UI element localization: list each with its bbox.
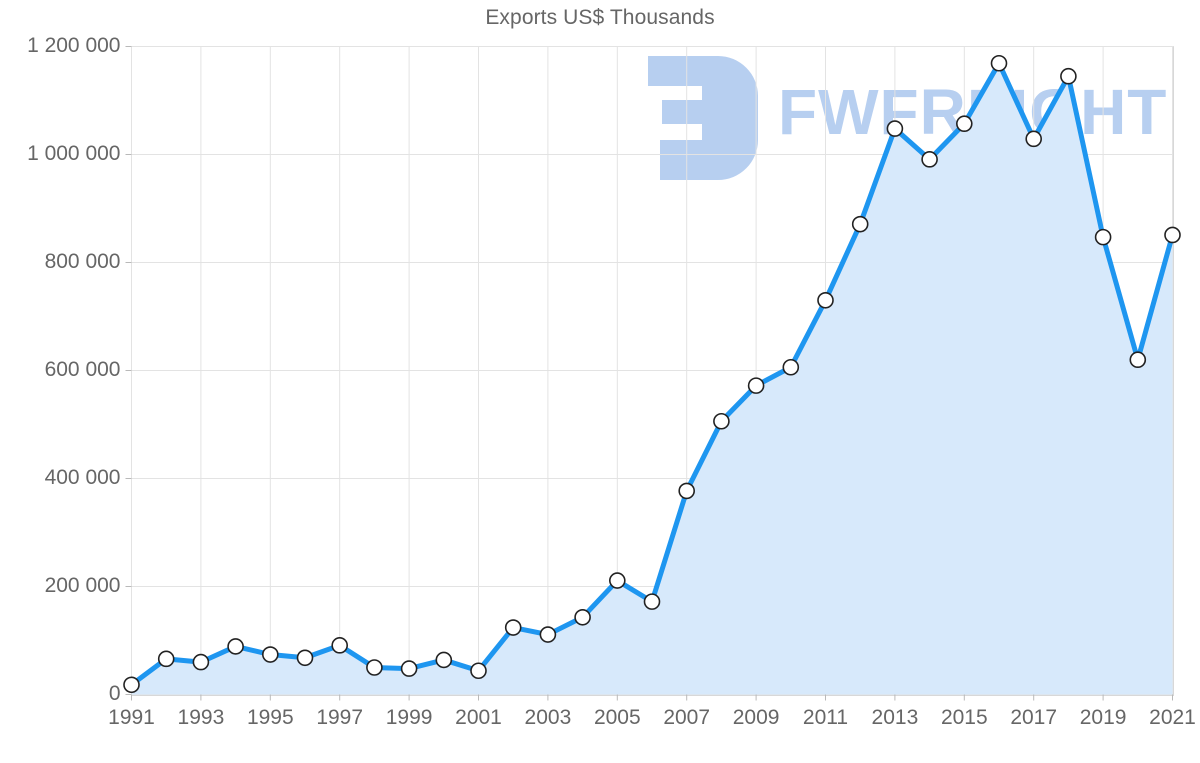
y-axis-tick-label: 1 000 000 bbox=[27, 141, 121, 165]
x-axis-tick-label: 2019 bbox=[1079, 705, 1127, 729]
x-axis-tick-label: 2001 bbox=[455, 705, 502, 729]
y-axis-tick-label: 800 000 bbox=[44, 249, 121, 273]
x-axis-tick-label: 2017 bbox=[1010, 705, 1058, 729]
x-axis-tick-label: 2011 bbox=[802, 705, 849, 729]
x-axis-tick-label: 2007 bbox=[663, 705, 711, 729]
x-axis-tick-label: 2013 bbox=[871, 705, 919, 729]
x-axis-tick-label: 1995 bbox=[246, 705, 294, 729]
y-axis-tick-label: 1 200 000 bbox=[27, 33, 121, 57]
x-axis-tick-label: 2015 bbox=[940, 705, 988, 729]
y-axis-tick-label: 600 000 bbox=[44, 357, 121, 381]
x-axis-tick-label: 1997 bbox=[316, 705, 364, 729]
y-axis-tick-label: 400 000 bbox=[44, 465, 121, 489]
area-fill bbox=[131, 63, 1173, 695]
y-axis-tick-label: 0 bbox=[108, 681, 121, 705]
axis-tick-marks bbox=[125, 46, 1173, 701]
chart-title: Exports US$ Thousands bbox=[485, 6, 715, 29]
x-axis-tick-label: 2005 bbox=[593, 705, 641, 729]
data-point-markers bbox=[123, 54, 1181, 694]
x-axis-tick-label: 1999 bbox=[385, 705, 433, 729]
x-axis-tick-label: 2009 bbox=[732, 705, 780, 729]
x-axis-tick-label: 1993 bbox=[177, 705, 225, 729]
x-axis-tick-label: 1991 bbox=[108, 705, 155, 729]
x-axis-tick-label: 2003 bbox=[524, 705, 572, 729]
x-axis-tick-label: 2021 bbox=[1149, 705, 1196, 729]
y-axis-tick-label: 200 000 bbox=[44, 573, 121, 597]
